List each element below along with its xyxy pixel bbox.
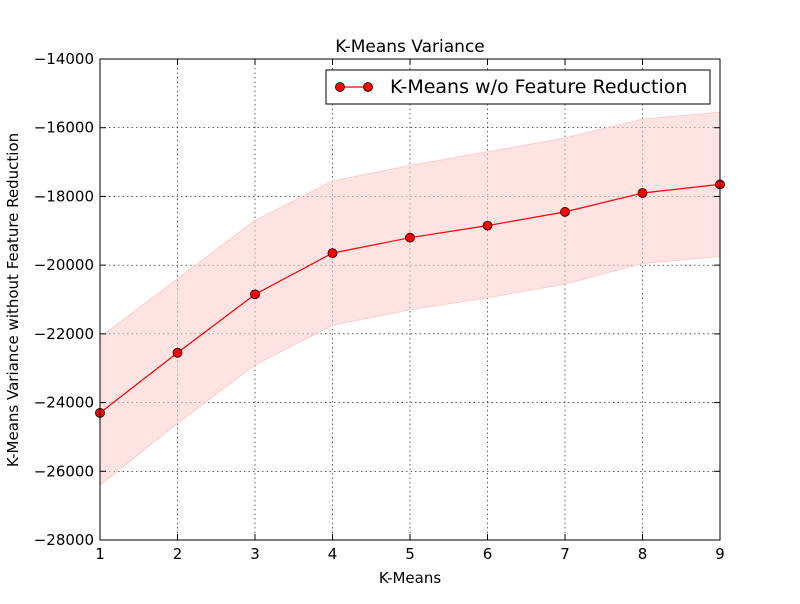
y-tick-label: −22000 (34, 325, 94, 343)
y-tick-label: −24000 (34, 394, 94, 412)
data-point (405, 232, 415, 243)
y-tick-labels: −28000 −26000 −24000 −22000 −20000 −18000 −160… (34, 50, 94, 549)
series-markers (95, 179, 725, 418)
legend-marker (335, 82, 345, 92)
chart-title: K-Means Variance (335, 37, 485, 57)
x-tick-label: 7 (560, 545, 570, 563)
x-tick-label: 9 (715, 545, 725, 563)
legend-box (325, 69, 711, 105)
x-tick-label: 8 (638, 545, 648, 563)
legend-marker (363, 82, 373, 92)
x-tick-label: 1 (95, 545, 105, 563)
data-point (482, 220, 493, 231)
axis-ticks (99, 58, 721, 541)
data-point (560, 206, 570, 217)
y-tick-label: −14000 (34, 50, 94, 68)
data-point (327, 248, 338, 259)
x-tick-label: 6 (483, 545, 493, 563)
legend-label: K-Means w/o Feature Reduction (390, 76, 687, 98)
y-axis-label: K-Means Variance without Feature Reducti… (4, 133, 22, 467)
x-tick-label: 5 (405, 545, 415, 563)
data-point (637, 188, 648, 198)
x-tick-labels: 1 2 3 4 5 6 7 8 9 (95, 545, 725, 563)
y-tick-label: −18000 (34, 187, 94, 205)
x-tick-label: 2 (173, 545, 183, 563)
x-tick-label: 4 (328, 545, 338, 563)
x-tick-label: 3 (250, 545, 260, 563)
y-tick-label: −28000 (34, 531, 94, 549)
legend: K-Means w/o Feature Reduction (325, 69, 711, 105)
grid (100, 59, 720, 540)
y-tick-label: −26000 (34, 462, 94, 480)
x-axis-label: K-Means (379, 569, 442, 587)
data-point (172, 347, 183, 358)
y-tick-label: −20000 (34, 256, 94, 274)
y-tick-label: −16000 (34, 119, 94, 137)
data-point (250, 289, 260, 300)
